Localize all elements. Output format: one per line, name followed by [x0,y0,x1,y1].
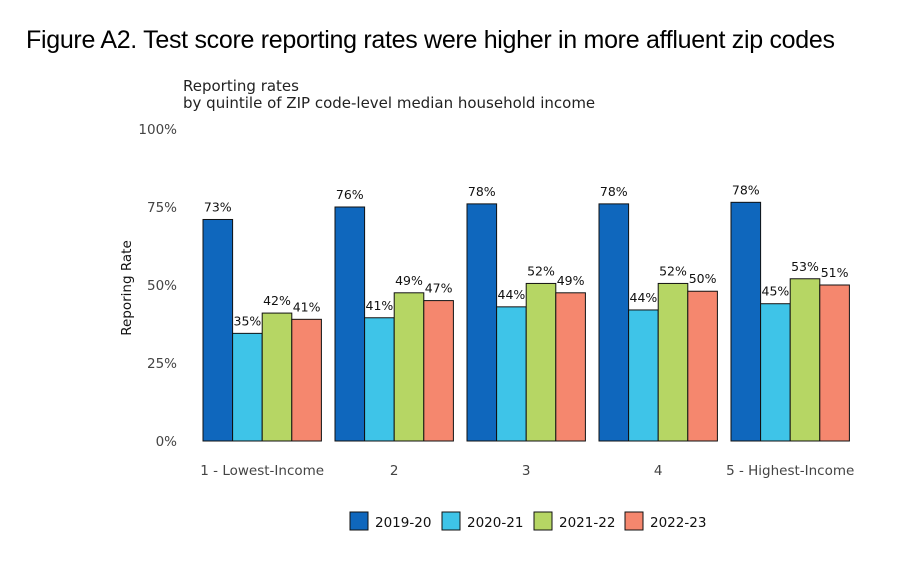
data-label: 49% [395,273,423,288]
y-tick-label: 50% [147,278,177,294]
bar-2019-20-3 [466,203,498,442]
legend-label: 2019-20 [375,515,431,531]
bar-2022-23-4 [687,290,718,442]
data-label: 41% [293,299,321,314]
data-label: 50% [689,271,717,286]
data-label: 47% [425,281,453,296]
bar-2021-22-3 [525,282,557,442]
y-tick-label: 100% [138,122,177,138]
y-tick-label: 75% [147,200,177,216]
y-axis: 0% 25% 50% 75% 100% [138,122,177,450]
bar-2020-21-5 [760,303,791,442]
bar-2021-22-2 [393,292,425,442]
data-label: 49% [557,273,585,288]
data-label: 45% [762,284,790,299]
legend: 2019-20 2020-21 2021-22 2022-23 [349,511,706,531]
data-label: 76% [336,187,364,202]
legend-label: 2020-21 [467,515,523,531]
data-label: 42% [263,293,291,308]
bar-2021-22-5 [789,278,821,442]
bar-2020-21-2 [364,317,395,442]
data-label: 44% [498,287,526,302]
bar-2021-22-4 [657,282,689,442]
y-tick-label: 25% [147,356,177,372]
x-tick-label: 2 [390,463,399,479]
data-label: 52% [659,263,687,278]
x-tick-label: 3 [522,463,531,479]
data-label: 35% [234,313,262,328]
data-label: 51% [821,265,849,280]
legend-swatch-2022-23 [624,511,644,531]
bar-2019-20-5 [730,201,762,442]
legend-label: 2021-22 [559,515,615,531]
legend-swatch-2020-21 [441,511,461,531]
y-axis-label: Reporing Rate [119,240,135,336]
bar-2021-22-1 [261,312,293,442]
data-label: 73% [204,199,232,214]
data-label: 41% [366,298,394,313]
data-label: 78% [732,182,760,197]
bar-2020-21-1 [232,332,263,442]
bar-series-group: 73%35%42% 41%76%41%49%47%78%44%52%49%78%4… [202,182,850,442]
bar-2019-20-1 [202,218,234,442]
x-tick-label: 4 [654,463,663,479]
legend-swatch-2019-20 [349,511,369,531]
data-label: 78% [600,184,628,199]
data-label: 52% [527,263,555,278]
bar-2022-23-2 [423,300,454,442]
figure-title: Figure A2. Test score reporting rates we… [26,26,835,54]
x-axis: 1 - Lowest-Income 2 3 4 5 - Highest-Income [200,463,854,479]
data-label: 78% [468,184,496,199]
bar-2022-23-3 [555,292,586,442]
bar-2019-20-4 [598,203,630,442]
chart-title: Reporting rates [183,77,299,95]
x-tick-label: 5 - Highest-Income [726,463,854,479]
bar-2022-23-1 [291,318,322,442]
y-tick-label: 0% [156,434,178,450]
data-label: 44% [630,290,658,305]
data-label: 53% [791,259,819,274]
bar-2022-23-5 [819,284,850,442]
legend-label: 2022-23 [650,515,706,531]
x-tick-label: 1 - Lowest-Income [200,463,324,479]
bar-2020-21-3 [496,306,527,442]
chart-subtitle: by quintile of ZIP code-level median hou… [183,94,595,112]
legend-swatch-2021-22 [533,511,553,531]
bar-2020-21-4 [628,309,659,442]
bar-2019-20-2 [334,206,366,442]
